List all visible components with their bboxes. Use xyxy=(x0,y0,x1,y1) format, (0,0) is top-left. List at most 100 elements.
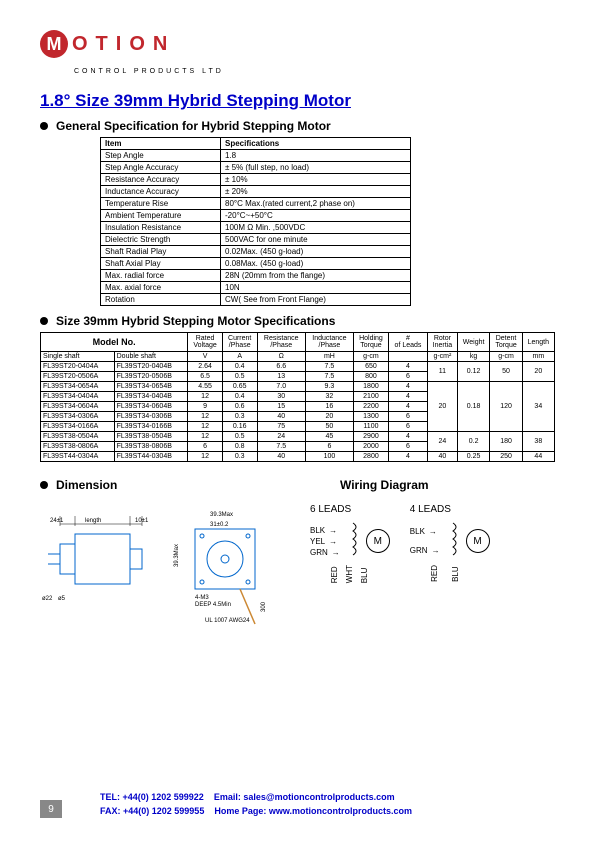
model-cell: 13 xyxy=(257,372,305,382)
model-cell: 12 xyxy=(188,412,223,422)
model-cell: 6 xyxy=(188,442,223,452)
gen-row: Max. radial force28N (20mm from the flan… xyxy=(101,270,411,282)
model-cell: 7.5 xyxy=(305,372,353,382)
dim-dia1: ø22 xyxy=(42,596,53,602)
dim-slot: 31±0.2 xyxy=(210,522,229,528)
section-specs-title: Size 39mm Hybrid Stepping Motor Specific… xyxy=(56,314,335,328)
model-cell: 0.6 xyxy=(222,402,257,412)
model-cell: 2200 xyxy=(353,402,388,412)
gen-row: Shaft Axial Play0.08Max. (450 g-load) xyxy=(101,258,411,270)
section-dimension: Dimension xyxy=(40,478,300,492)
mh-unit: Ω xyxy=(257,352,305,362)
model-cell: 7.5 xyxy=(305,362,353,372)
gen-row: Shaft Radial Play0.02Max. (450 g-load) xyxy=(101,246,411,258)
mh-unit: mH xyxy=(305,352,353,362)
gen-item: Temperature Rise xyxy=(101,198,221,210)
footer-email: Email: sales@motioncontrolproducts.com xyxy=(214,792,395,802)
gen-value: CW( See from Front Flange) xyxy=(221,294,411,306)
model-cell: 30 xyxy=(257,392,305,402)
model-cell-merged: 40 xyxy=(427,452,457,462)
lead-blu: BLU xyxy=(360,565,369,583)
mh-unit: g-cm xyxy=(490,352,522,362)
model-cell: 650 xyxy=(353,362,388,372)
model-cell: 4 xyxy=(389,402,428,412)
model-spec-table: Model No.RatedVoltageCurrent/PhaseResist… xyxy=(40,332,555,462)
model-cell: 4 xyxy=(389,392,428,402)
model-cell: 6 xyxy=(305,442,353,452)
model-cell-merged: 0.18 xyxy=(457,382,490,432)
model-cell: 0.3 xyxy=(222,412,257,422)
model-row: FL39ST20-0404AFL39ST20-0404B2.640.46.67.… xyxy=(41,362,555,372)
mh-col: Current/Phase xyxy=(222,333,257,352)
wiring-title: Wiring Diagram xyxy=(340,478,429,492)
dim-deep: DEEP 4.5Min xyxy=(195,602,231,608)
gen-value: 10N xyxy=(221,282,411,294)
model-cell: 7.5 xyxy=(257,442,305,452)
model-cell: 0.3 xyxy=(222,452,257,462)
mh-unit: Double shaft xyxy=(114,352,188,362)
section-general: General Specification for Hybrid Steppin… xyxy=(40,119,555,133)
gen-row: Dielectric Strength500VAC for one minute xyxy=(101,234,411,246)
model-cell: FL39ST44-0304B xyxy=(114,452,188,462)
bullet-icon xyxy=(40,481,48,489)
gen-value: 80°C Max.(rated current,2 phase on) xyxy=(221,198,411,210)
dim-dia2: ø5 xyxy=(58,596,66,602)
wiring-4leads: 4 LEADS BLK→ GRN→ M RED BLU xyxy=(410,504,490,636)
bullet-icon xyxy=(40,317,48,325)
model-cell: FL39ST34-0166B xyxy=(114,422,188,432)
gen-item: Shaft Radial Play xyxy=(101,246,221,258)
model-cell: 4 xyxy=(389,382,428,392)
lead-blk: BLK xyxy=(310,526,325,535)
gen-item: Shaft Axial Play xyxy=(101,258,221,270)
lead-blu4: BLU xyxy=(451,565,460,582)
motor-icon: M xyxy=(466,529,490,553)
model-cell: FL39ST38-0504A xyxy=(41,432,115,442)
gen-item: Dielectric Strength xyxy=(101,234,221,246)
mh-col: #of Leads xyxy=(389,333,428,352)
gen-item: Insulation Resistance xyxy=(101,222,221,234)
model-cell-merged: 34 xyxy=(522,382,554,432)
mh-col: Resistance/Phase xyxy=(257,333,305,352)
model-row: FL39ST38-0504AFL39ST38-0504B120.52445290… xyxy=(41,432,555,442)
model-cell: FL39ST20-0506A xyxy=(41,372,115,382)
wiring-6-title: 6 LEADS xyxy=(310,504,390,515)
model-cell: FL39ST38-0504B xyxy=(114,432,188,442)
model-cell: FL39ST20-0404B xyxy=(114,362,188,372)
model-cell: 2900 xyxy=(353,432,388,442)
gen-row: Step Angle Accuracy± 5% (full step, no l… xyxy=(101,162,411,174)
section-specs: Size 39mm Hybrid Stepping Motor Specific… xyxy=(40,314,555,328)
model-cell: 2000 xyxy=(353,442,388,452)
gen-row: Insulation Resistance100M Ω Min. ,500VDC xyxy=(101,222,411,234)
model-cell: 20 xyxy=(305,412,353,422)
model-cell: FL39ST34-0604A xyxy=(41,402,115,412)
model-cell: FL39ST34-0604B xyxy=(114,402,188,412)
model-cell: 1100 xyxy=(353,422,388,432)
mh-col: Weight xyxy=(457,333,490,352)
model-cell: FL39ST34-0306B xyxy=(114,412,188,422)
gen-th-item: Item xyxy=(101,138,221,150)
gen-row: RotationCW( See from Front Flange) xyxy=(101,294,411,306)
gen-item: Max. axial force xyxy=(101,282,221,294)
footer-fax: FAX: +44(0) 1202 599955 xyxy=(100,806,204,816)
dim-offset1: 24±1 xyxy=(50,518,64,524)
model-cell: 0.5 xyxy=(222,432,257,442)
model-cell: 9.3 xyxy=(305,382,353,392)
gen-item: Resistance Accuracy xyxy=(101,174,221,186)
mh-unit xyxy=(389,352,428,362)
lead-red: RED xyxy=(330,565,339,583)
model-row: FL39ST34-0654AFL39ST34-0654B4.550.657.09… xyxy=(41,382,555,392)
gen-row: Inductance Accuracy± 20% xyxy=(101,186,411,198)
model-cell: 1800 xyxy=(353,382,388,392)
model-cell: FL39ST38-0806B xyxy=(114,442,188,452)
coil-icon xyxy=(346,521,360,561)
model-cell: FL39ST34-0404A xyxy=(41,392,115,402)
dimension-title: Dimension xyxy=(56,478,117,492)
mh-col: RotorInertia xyxy=(427,333,457,352)
model-cell-merged: 44 xyxy=(522,452,554,462)
model-cell-merged: 11 xyxy=(427,362,457,382)
model-cell: FL39ST20-0506B xyxy=(114,372,188,382)
model-cell: FL39ST20-0404A xyxy=(41,362,115,372)
model-cell: 4 xyxy=(389,452,428,462)
model-cell: FL39ST38-0806A xyxy=(41,442,115,452)
dim-sq: 39.3Max xyxy=(210,512,233,518)
